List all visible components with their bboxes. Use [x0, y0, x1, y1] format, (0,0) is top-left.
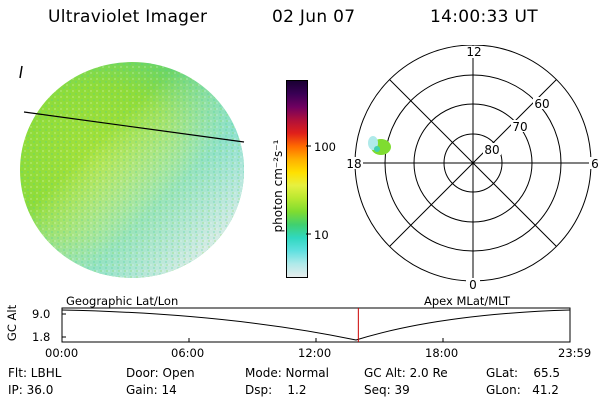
instrument-title: Ultraviolet Imager	[48, 7, 208, 27]
timeline-xtick-0000: 00:00	[45, 346, 79, 360]
mlt-label-12: 12	[466, 45, 481, 59]
timeline-xtick-1800: 18:00	[425, 346, 459, 360]
info-ip: IP: 36.0	[8, 383, 54, 397]
header-time: 14:00:33 UT	[430, 7, 538, 27]
lat-label-70: 70	[512, 120, 527, 134]
uv-image-disk	[19, 62, 245, 278]
info-gain: Gain: 14	[126, 383, 177, 397]
info-seq: Seq: 39	[364, 383, 410, 397]
terminator-line	[23, 111, 245, 143]
altitude-timeline	[61, 307, 571, 343]
orientation-tick	[19, 65, 23, 79]
timeline-ytick-9: 9.0	[32, 307, 51, 321]
info-mode: Mode: Normal	[245, 366, 329, 380]
lat-label-80: 80	[484, 143, 499, 157]
timeline-xtick-0600: 06:00	[171, 346, 205, 360]
mlt-label-18: 18	[346, 157, 361, 171]
altitude-curve	[61, 309, 571, 341]
colorbar-ticks	[306, 145, 311, 235]
timeline-ytick-1-8: 1.8	[32, 330, 51, 344]
header-date: 02 Jun 07	[272, 7, 356, 27]
info-door: Door: Open	[126, 366, 195, 380]
colorbar-unit-label: photon cm⁻²s⁻¹	[271, 139, 285, 233]
colorbar-gradient	[287, 81, 307, 277]
timeline-xtick-2359: 23:59	[558, 346, 592, 360]
colorbar-tick-10: 10	[314, 228, 329, 242]
timeline-left-label: Geographic Lat/Lon	[66, 294, 179, 308]
mlt-label-0: 0	[469, 278, 477, 292]
lat-label-60: 60	[534, 97, 549, 111]
mlt-label-6: 6	[591, 157, 599, 171]
info-gcalt: GC Alt: 2.0 Re	[364, 366, 448, 380]
info-glat: GLat: 65.5	[486, 366, 561, 380]
colorbar	[286, 80, 308, 278]
timeline-right-label: Apex MLat/MLT	[424, 294, 511, 308]
aurora-spot-teal	[374, 146, 380, 152]
colorbar-tick-100: 100	[314, 140, 336, 154]
info-dsp: Dsp: 1.2	[245, 383, 307, 397]
polar-plot: 12 0 18 6 60 70 80	[345, 45, 600, 292]
timeline-xtick-1200: 12:00	[298, 346, 332, 360]
info-glon: GLon: 41.2	[486, 383, 559, 397]
timeline-axis-title: GC Alt	[5, 304, 19, 342]
info-flt: Flt: LBHL	[8, 366, 62, 380]
